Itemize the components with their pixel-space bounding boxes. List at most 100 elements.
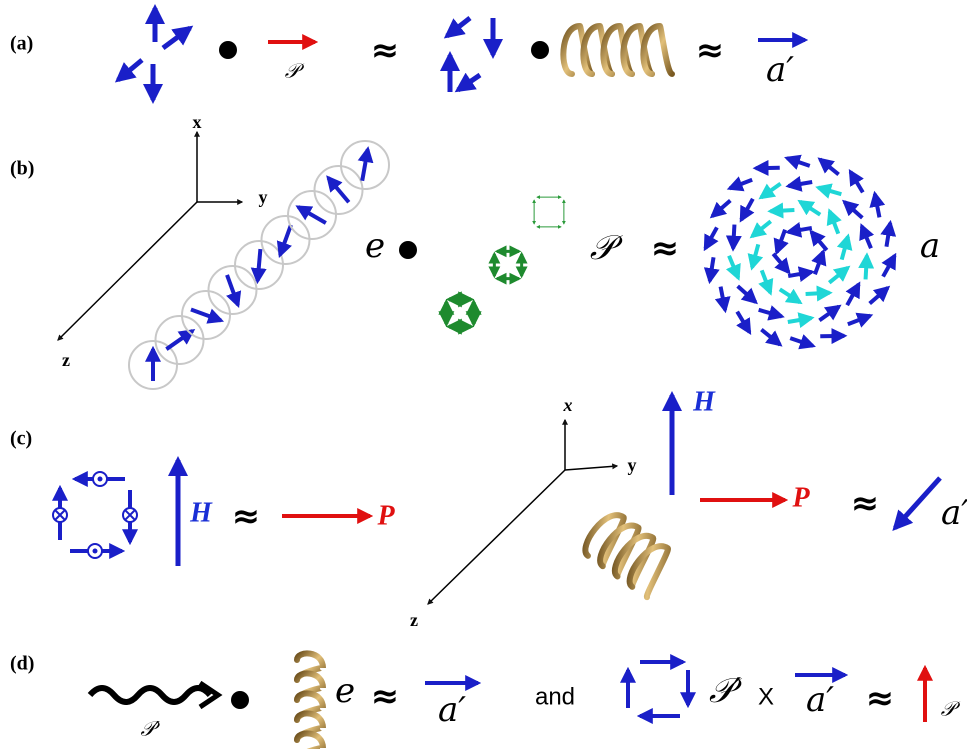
approx: ≈	[371, 677, 400, 717]
arrow	[820, 159, 839, 174]
symbol: e	[335, 671, 355, 711]
arrow	[721, 287, 726, 311]
arrow	[730, 180, 752, 189]
symbol: a′	[941, 493, 967, 533]
arrow	[788, 272, 812, 276]
arrow	[752, 244, 758, 267]
dot	[531, 41, 549, 59]
spin-dot	[93, 549, 98, 554]
symbol: 𝒫	[590, 228, 624, 268]
arrow	[118, 60, 142, 80]
symbol: e	[365, 226, 385, 266]
symbol: a′	[766, 50, 794, 90]
spin-dot	[98, 477, 103, 482]
arrow	[447, 18, 470, 36]
arrow	[850, 172, 862, 193]
arrow	[862, 226, 871, 248]
axis-label: x	[563, 395, 573, 415]
arrow	[829, 268, 848, 283]
panel-label: (c)	[10, 428, 32, 450]
panel-label: (a)	[10, 33, 33, 55]
arrow	[847, 284, 859, 305]
arrow	[762, 270, 771, 292]
approx: ≈	[232, 497, 261, 537]
helix	[297, 653, 323, 749]
helix-coil	[643, 26, 672, 74]
arrow	[883, 256, 895, 277]
approx: ≈	[866, 679, 895, 719]
figure: (a) 𝒫 ≈ ≈ a′ (b) x y z e 𝒫 ≈ a (c) x y z…	[0, 0, 967, 749]
arrow	[815, 252, 823, 275]
arrow	[848, 316, 870, 325]
symbol: H	[692, 386, 716, 417]
approx: ≈	[371, 31, 400, 71]
arrow	[258, 249, 261, 281]
symbol: a	[920, 226, 940, 266]
arrow	[729, 256, 738, 278]
axis	[428, 470, 565, 604]
symbol: a′	[438, 690, 466, 730]
axis-label: x	[193, 112, 202, 132]
word: and	[535, 683, 575, 710]
arrow	[773, 254, 788, 272]
arrow	[870, 288, 888, 304]
arrow	[733, 225, 734, 249]
symbol: 𝒫	[941, 697, 961, 721]
axis-label: z	[62, 350, 70, 370]
approx: ≈	[696, 31, 725, 71]
arrow	[737, 312, 749, 333]
axis-label: z	[410, 610, 418, 630]
arrow	[806, 293, 830, 294]
approx: ≈	[851, 484, 880, 524]
arrow	[895, 478, 940, 528]
arrow	[777, 230, 785, 253]
arrow	[761, 330, 780, 345]
approx: ≈	[651, 229, 680, 269]
dot	[231, 691, 249, 709]
arrow	[844, 202, 862, 218]
symbol: P	[791, 482, 810, 513]
arrow	[741, 199, 753, 220]
arrow	[818, 188, 841, 195]
arrow	[227, 275, 238, 305]
arrow	[780, 289, 800, 302]
helix	[563, 26, 672, 74]
arrow	[761, 184, 781, 198]
arrow	[705, 227, 717, 248]
arrow	[790, 338, 813, 346]
arrow	[787, 158, 810, 166]
symbol: 𝒫	[285, 59, 305, 83]
arrow	[770, 210, 794, 211]
arrow	[819, 306, 839, 320]
symbol: H	[189, 497, 213, 528]
arrow	[191, 310, 221, 321]
arrow	[789, 182, 813, 186]
axis	[58, 202, 197, 340]
arrow	[710, 257, 714, 281]
arrow	[759, 310, 782, 317]
panel-label: (b)	[10, 158, 34, 180]
arrow	[752, 221, 771, 236]
dot	[219, 41, 237, 59]
arrow	[886, 223, 890, 247]
arrow	[866, 255, 867, 279]
arrow	[163, 28, 190, 48]
arrow	[298, 207, 326, 223]
arrow	[875, 194, 880, 218]
arrow	[788, 318, 812, 322]
arrow	[328, 178, 349, 203]
symbol: P	[376, 500, 395, 531]
helix-coil	[297, 733, 323, 749]
panel-label: (d)	[10, 653, 34, 675]
arrow	[362, 149, 368, 181]
arrow	[738, 286, 756, 302]
arrow	[800, 202, 820, 215]
arrow	[280, 225, 291, 255]
arrow	[842, 236, 848, 259]
arrow	[788, 228, 812, 232]
arrow	[811, 232, 826, 250]
arrow	[458, 75, 480, 90]
axis-label: y	[628, 455, 637, 475]
wave	[90, 688, 210, 702]
axis-label: y	[259, 187, 268, 207]
